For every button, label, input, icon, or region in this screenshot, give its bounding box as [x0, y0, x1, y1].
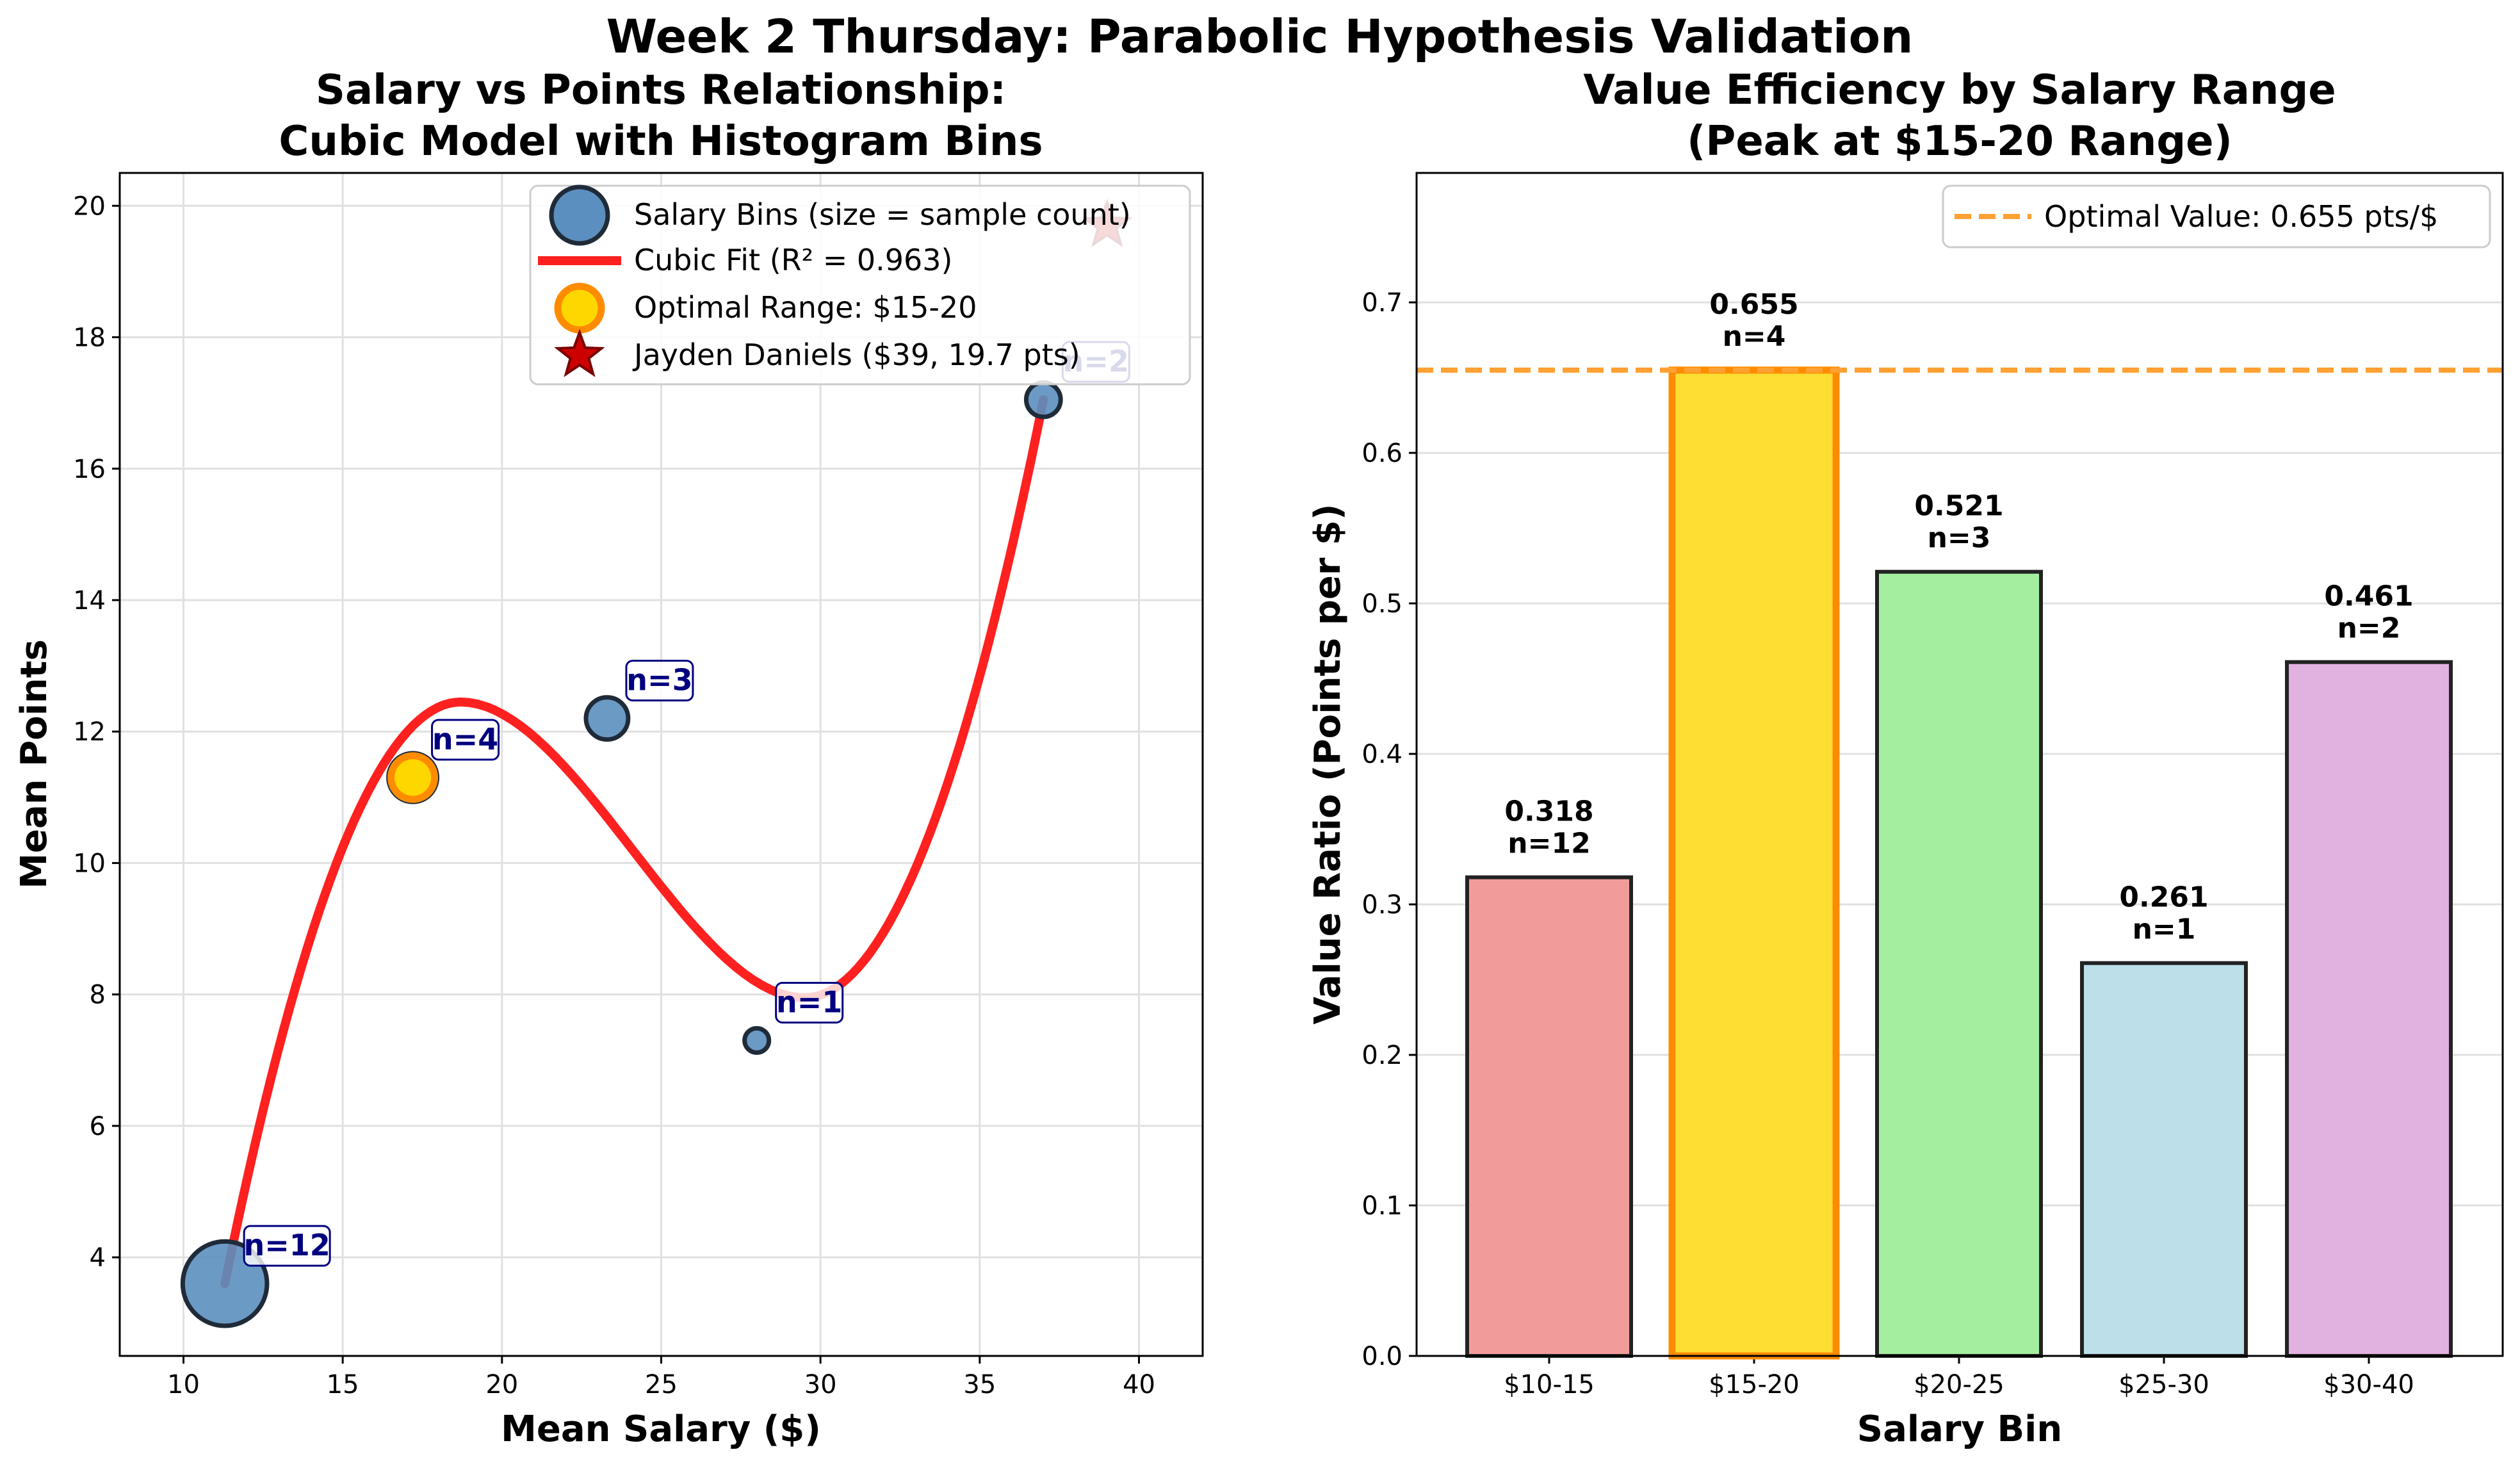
value-bar: [2285, 660, 2453, 1358]
legend-label-optimal-range: Optimal Range: $15-20: [634, 290, 977, 325]
bin-annotation-box: [775, 981, 844, 1024]
scatter-y-tick-label: 6: [90, 1112, 106, 1141]
bar-count-label: n=2: [2337, 612, 2401, 645]
scatter-y-tick-label: 20: [73, 192, 106, 221]
legend-label-optimal-value: Optimal Value: 0.655 pts/$: [2044, 199, 2438, 234]
bar-title-line1: Value Efficiency by Salary Range: [1583, 67, 2336, 114]
bar-y-tick-label: 0.0: [1362, 1342, 1402, 1371]
bar-x-tick-label: $20-25: [1914, 1370, 2004, 1399]
bar-y-tick-label: 0.4: [1362, 740, 1402, 769]
bin-annotation-label: n=4: [432, 722, 498, 756]
bar-x-tick-label: $25-30: [2118, 1370, 2209, 1399]
scatter-axes-frame: [118, 172, 1204, 1357]
legend-marker-salary-bins: [549, 184, 610, 246]
bar-axes-frame: [1415, 172, 2504, 1357]
scatter-legend-box: [529, 184, 1191, 386]
scatter-y-tick-label: 4: [90, 1243, 106, 1273]
scatter-y-tick-label: 18: [73, 323, 106, 353]
bin-annotation-box: [625, 660, 694, 702]
bar-count-label: n=12: [1508, 828, 1590, 860]
bar-x-tick-label: $30-40: [2323, 1370, 2414, 1399]
bar-value-label: 0.655: [1709, 288, 1798, 321]
scatter-y-tick-label: 8: [90, 981, 106, 1010]
bar-y-tick-label: 0.1: [1362, 1191, 1402, 1221]
scatter-x-tick-label: 15: [327, 1370, 359, 1399]
salary-bin-point: [1023, 380, 1063, 420]
scatter-x-tick-label: 10: [167, 1370, 200, 1399]
bin-annotation: n=12: [243, 1225, 331, 1267]
scatter-y-axis-label: Mean Points: [13, 639, 55, 889]
bin-annotation-label: n=12: [243, 1228, 330, 1262]
bar-y-tick-label: 0.2: [1362, 1041, 1402, 1070]
bar-count-label: n=4: [1723, 320, 1786, 353]
bar-y-tick-label: 0.7: [1362, 288, 1402, 318]
bar-chart: Value Efficiency by Salary Range (Peak a…: [1307, 67, 2504, 1450]
bar-y-axis-label: Value Ratio (Points per $): [1307, 504, 1349, 1025]
scatter-x-tick-label: 20: [485, 1370, 518, 1399]
bin-annotation-label: n=1: [776, 984, 842, 1019]
bar-x-axis-label: Salary Bin: [1857, 1408, 2062, 1450]
bin-annotation: n=4: [431, 719, 500, 761]
bar-y-tick-label: 0.6: [1362, 439, 1402, 468]
scatter-x-tick-label: 40: [1123, 1370, 1155, 1399]
scatter-ticks: 10 15 20 25 30 35 40 4 6 8 10 12 14 16 18 20: [73, 192, 1155, 1399]
bin-annotation-label: n=3: [626, 663, 692, 697]
bar-count-label: n=1: [2133, 913, 2196, 946]
scatter-x-tick-label: 25: [645, 1370, 678, 1399]
bar-y-tick-label: 0.5: [1362, 589, 1402, 619]
scatter-x-axis-label: Mean Salary ($): [501, 1408, 821, 1450]
bar-legend-box: [1942, 184, 2491, 249]
value-bar: [1668, 366, 1840, 1360]
scatter-title-line1: Salary vs Points Relationship:: [316, 67, 1006, 114]
bar-legend: Optimal Value: 0.655 pts/$: [1942, 184, 2491, 249]
scatter-x-tick-label: 30: [804, 1370, 837, 1399]
bar-count-label: n=3: [1928, 522, 1991, 555]
scatter-y-tick-label: 14: [73, 586, 106, 616]
salary-bin-point: [583, 695, 631, 742]
bin-annotation: n=1: [775, 981, 844, 1024]
scatter-x-tick-label: 35: [963, 1370, 996, 1399]
scatter-y-tick-label: 10: [73, 849, 106, 878]
value-bar: [1875, 569, 2043, 1358]
scatter-legend: Salary Bins (size = sample count) Cubic …: [529, 184, 1191, 386]
cubic-fit-line: [220, 395, 1048, 1289]
legend-marker-optimal-range: [554, 282, 605, 334]
bin-annotation-box: [431, 719, 500, 761]
value-bar: [1465, 875, 1633, 1358]
figure-suptitle: Week 2 Thursday: Parabolic Hypothesis Va…: [606, 10, 1914, 63]
bar-value-label: 0.461: [2324, 580, 2413, 613]
bar-title-line2: (Peak at $15-20 Range): [1687, 118, 2232, 165]
bar-value-label: 0.318: [1504, 795, 1593, 828]
bar-x-tick-label: $10-15: [1504, 1370, 1595, 1399]
bin-annotation-box: [243, 1225, 331, 1267]
legend-label-cubic-fit: Cubic Fit (R² = 0.963): [634, 243, 953, 277]
bar-y-tick-label: 0.3: [1362, 890, 1402, 920]
bar-ticks: 0.0 0.1 0.2 0.3 0.4 0.5 0.6 0.7 $10-15 $15-20 $20-…: [1362, 288, 2414, 1399]
scatter-y-tick-label: 16: [73, 455, 106, 484]
bar-value-label: 0.521: [1914, 490, 2003, 523]
legend-label-star: Jayden Daniels ($39, 19.7 pts): [632, 338, 1080, 372]
scatter-y-tick-label: 12: [73, 717, 106, 747]
scatter-chart: Salary vs Points Relationship: Cubic Mod…: [13, 67, 1204, 1450]
value-bar: [2080, 961, 2248, 1358]
bin-annotation: n=3: [625, 660, 694, 702]
optimal-range-point: [387, 752, 439, 803]
legend-label-salary-bins: Salary Bins (size = sample count): [634, 197, 1131, 232]
salary-bin-point: [742, 1025, 772, 1055]
scatter-title-line2: Cubic Model with Histogram Bins: [279, 118, 1043, 165]
legend-marker-star: [554, 329, 605, 377]
bar-x-tick-label: $15-20: [1709, 1370, 1800, 1399]
bar-value-label: 0.261: [2119, 881, 2208, 914]
